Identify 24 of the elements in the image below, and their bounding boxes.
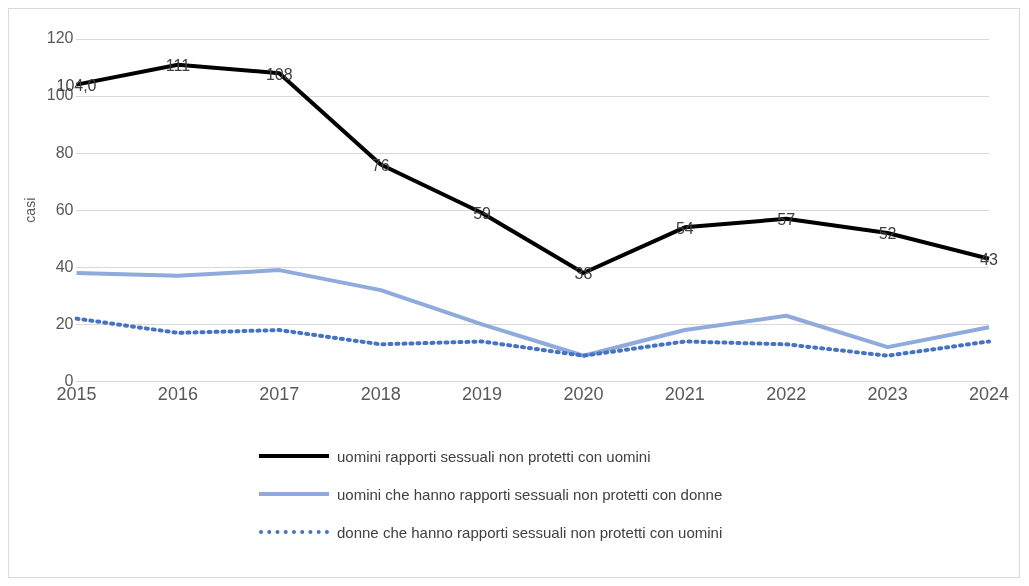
x-tick-label: 2022: [766, 384, 807, 405]
x-tick-label: 2020: [563, 384, 604, 405]
x-tick-label: 2023: [867, 384, 908, 405]
y-axis-title: casi: [22, 197, 39, 223]
data-label: 57: [777, 211, 796, 229]
data-label: 111: [165, 57, 191, 75]
data-label: 54: [675, 219, 694, 237]
y-tick-label: 80: [55, 143, 74, 161]
y-tick-label: 40: [55, 257, 74, 275]
x-tick-label: 2024: [968, 384, 1010, 405]
y-tick-label: 60: [55, 200, 74, 218]
line-series: [74, 316, 991, 358]
x-tick-label: 2018: [360, 384, 401, 405]
x-tick-label: 2019: [462, 384, 503, 405]
x-tick-label: 2021: [664, 384, 705, 405]
data-label: 43: [980, 251, 998, 269]
x-tick-label: 2017: [259, 384, 300, 405]
y-tick-label: 20: [55, 314, 74, 332]
legend-label: uomini rapporti sessuali non protetti con uomini: [337, 447, 651, 465]
data-label: 52: [878, 225, 897, 243]
legend-label: donne che hanno rapporti sessuali non protetti con uomini: [337, 523, 723, 541]
x-tick-label: 2016: [157, 384, 198, 405]
y-tick-label: 120: [46, 29, 74, 47]
legend-label: uomini che hanno rapporti sessuali non protetti con donne: [337, 485, 723, 503]
